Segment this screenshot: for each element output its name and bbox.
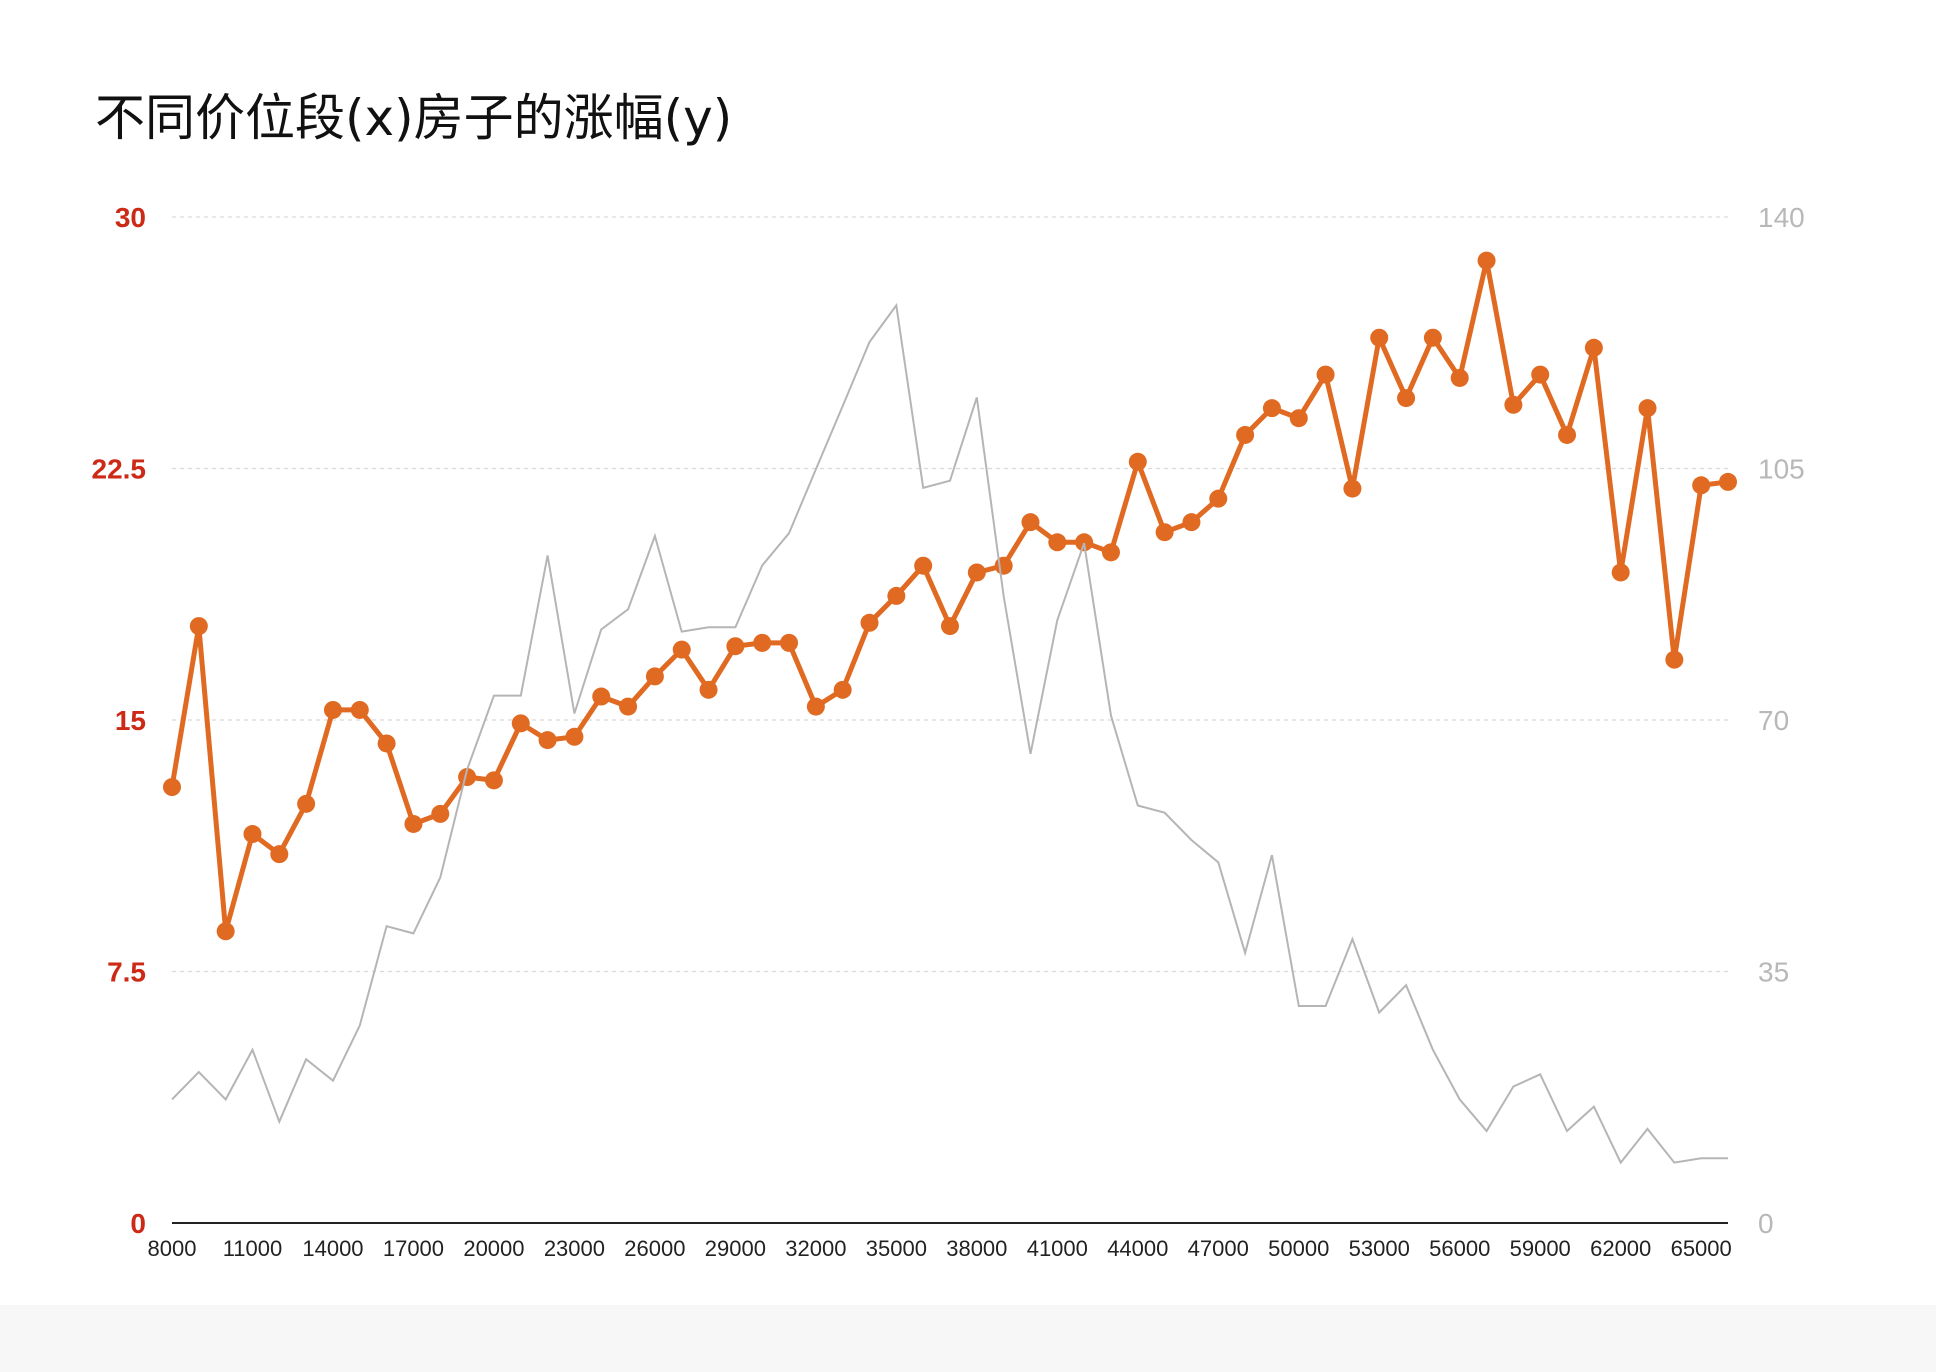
data-point [592, 687, 611, 706]
data-point [806, 697, 825, 716]
data-point [1021, 513, 1040, 532]
data-point [484, 771, 503, 790]
data-point [1343, 479, 1362, 498]
data-point [753, 633, 772, 652]
data-point [1155, 523, 1174, 542]
x-tick-label: 26000 [624, 1236, 685, 1261]
chart-plot: 0 7.5 15 22.5 30 0 35 70 105 140 8000 11000 14000 170… [92, 202, 1805, 1261]
y-right-tick-label: 0 [1758, 1208, 1774, 1239]
x-tick-label: 32000 [785, 1236, 846, 1261]
data-point [404, 814, 423, 833]
data-point [833, 680, 852, 699]
data-point [1209, 489, 1228, 508]
data-point [1584, 338, 1603, 357]
data-point [1262, 399, 1281, 418]
data-point [1370, 328, 1389, 347]
x-tick-label: 47000 [1188, 1236, 1249, 1261]
x-tick-label: 35000 [866, 1236, 927, 1261]
series-line-right [171, 302, 1728, 1165]
x-tick-label: 56000 [1429, 1236, 1490, 1261]
data-point [216, 922, 235, 941]
x-tick-label: 14000 [302, 1236, 363, 1261]
series-line-left [169, 258, 1729, 934]
data-point [1638, 399, 1657, 418]
data-point [1531, 365, 1550, 384]
x-tick-label: 65000 [1671, 1236, 1732, 1261]
data-point [1665, 650, 1684, 669]
y-right-tick-label: 140 [1758, 202, 1805, 233]
data-point [1289, 409, 1308, 428]
data-point [914, 556, 933, 575]
x-tick-label: 41000 [1027, 1236, 1088, 1261]
data-point [538, 731, 557, 750]
data-point [189, 617, 208, 636]
x-tick-label: 50000 [1268, 1236, 1329, 1261]
bottom-band [0, 1305, 1936, 1372]
x-tick-label: 20000 [463, 1236, 524, 1261]
data-point [431, 804, 450, 823]
chart-title: 不同价位段(x)房子的涨幅(y) [95, 89, 733, 147]
data-point [967, 563, 986, 582]
x-tick-label: 29000 [705, 1236, 766, 1261]
data-point [1450, 368, 1469, 387]
data-point [1048, 533, 1067, 552]
data-point [1477, 251, 1496, 270]
data-point [994, 556, 1013, 575]
data-point [297, 794, 316, 813]
data-point [163, 778, 181, 797]
data-point [350, 700, 369, 719]
data-point [1558, 425, 1577, 444]
y-left-tick-label: 30 [115, 202, 146, 233]
data-point [619, 697, 638, 716]
data-point [1075, 533, 1094, 552]
data-point [672, 640, 691, 659]
data-point [458, 768, 477, 787]
y-left-tick-label: 22.5 [92, 454, 147, 485]
data-point [1423, 328, 1442, 347]
data-point [1236, 425, 1255, 444]
y-left-tick-label: 7.5 [107, 957, 146, 988]
data-point [645, 667, 664, 686]
data-point [1611, 563, 1630, 582]
y-left-tick-label: 15 [115, 705, 146, 736]
x-tick-label: 23000 [544, 1236, 605, 1261]
x-tick-label: 53000 [1349, 1236, 1410, 1261]
x-tick-label: 8000 [148, 1236, 197, 1261]
data-point [860, 613, 879, 632]
data-point [726, 637, 745, 656]
data-point [323, 700, 342, 719]
data-point [1182, 513, 1201, 532]
x-tick-label: 62000 [1590, 1236, 1651, 1261]
data-point [941, 617, 959, 636]
data-point [780, 633, 799, 652]
x-tick-label: 17000 [383, 1236, 444, 1261]
x-tick-label: 59000 [1510, 1236, 1571, 1261]
data-point [1504, 395, 1523, 414]
data-point [1692, 476, 1711, 495]
y-right-tick-label: 70 [1758, 705, 1789, 736]
data-point [565, 727, 584, 746]
data-point [1101, 543, 1120, 562]
x-tick-label: 44000 [1107, 1236, 1168, 1261]
data-point [1397, 389, 1416, 408]
data-point [270, 845, 289, 864]
data-point [377, 734, 396, 753]
data-point [243, 825, 262, 844]
y-right-tick-label: 35 [1758, 957, 1789, 988]
data-point [1719, 472, 1737, 491]
x-tick-label: 38000 [946, 1236, 1007, 1261]
data-point [511, 714, 530, 733]
data-point [1128, 452, 1147, 471]
y-left-tick-label: 0 [130, 1208, 146, 1239]
data-point [887, 586, 906, 605]
data-point [699, 680, 718, 699]
y-right-tick-label: 105 [1758, 454, 1805, 485]
x-tick-label: 11000 [223, 1236, 283, 1261]
data-point [1316, 365, 1335, 384]
